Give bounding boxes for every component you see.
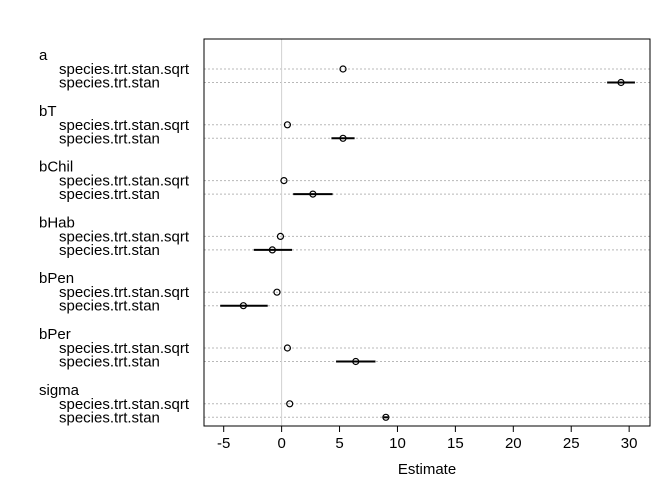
group-label-bChil: bChil: [39, 159, 73, 176]
x-tick-label: 5: [335, 435, 343, 452]
row-label: species.trt.stan.sqrt: [59, 173, 190, 190]
point-bPen-0: [273, 288, 281, 296]
x-tick-label: -5: [217, 435, 230, 452]
row-label: species.trt.stan.sqrt: [59, 340, 190, 357]
point-bHab-1: [268, 246, 276, 254]
row-label: species.trt.stan.sqrt: [59, 61, 190, 78]
row-label: species.trt.stan: [59, 354, 160, 371]
row-labels: aspecies.trt.stan.sqrtspecies.trt.stanbT…: [39, 47, 190, 426]
point-bT-1: [339, 134, 347, 142]
x-tick-label: 15: [447, 435, 464, 452]
point-a-1: [617, 78, 625, 87]
row-label: species.trt.stan: [59, 409, 160, 426]
group-label-bT: bT: [39, 103, 57, 120]
point-sigma-0: [286, 400, 294, 408]
row-label: species.trt.stan: [59, 75, 160, 92]
row-label: species.trt.stan.sqrt: [59, 228, 190, 245]
estimate-points: [239, 65, 625, 421]
x-axis: -5 0 5 10 15 20 25 30: [217, 425, 638, 452]
point-a-0: [339, 65, 347, 73]
x-tick-label: 25: [563, 435, 580, 452]
row-label: species.trt.stan.sqrt: [59, 396, 190, 413]
row-label: species.trt.stan.sqrt: [59, 284, 190, 301]
x-tick-label: 0: [277, 435, 285, 452]
point-bPen-1: [239, 302, 247, 310]
row-label: species.trt.stan: [59, 242, 160, 259]
group-label-bPer: bPer: [39, 326, 71, 343]
point-bT-0: [283, 121, 292, 129]
point-bPer-0: [283, 344, 292, 352]
x-axis-label: Estimate: [398, 461, 456, 478]
point-sigma-1: [382, 413, 390, 421]
row-label: species.trt.stan.sqrt: [59, 117, 190, 134]
point-bHab-0: [276, 232, 285, 240]
x-tick-label: 10: [389, 435, 406, 452]
row-label: species.trt.stan: [59, 298, 160, 315]
group-label-bPen: bPen: [39, 270, 74, 287]
group-label-sigma: sigma: [39, 382, 80, 399]
point-bChil-1: [309, 190, 317, 198]
row-label: species.trt.stan: [59, 130, 160, 147]
group-label-bHab: bHab: [39, 214, 75, 231]
x-tick-label: 30: [621, 435, 638, 452]
x-tick-label: 20: [505, 435, 522, 452]
interval-whiskers: [220, 81, 635, 419]
row-gridlines: [204, 68, 650, 418]
row-label: species.trt.stan: [59, 186, 160, 203]
plot-frame: [203, 38, 651, 427]
group-label-a: a: [39, 47, 48, 64]
point-bPer-1: [352, 357, 360, 366]
point-bChil-0: [280, 177, 288, 185]
